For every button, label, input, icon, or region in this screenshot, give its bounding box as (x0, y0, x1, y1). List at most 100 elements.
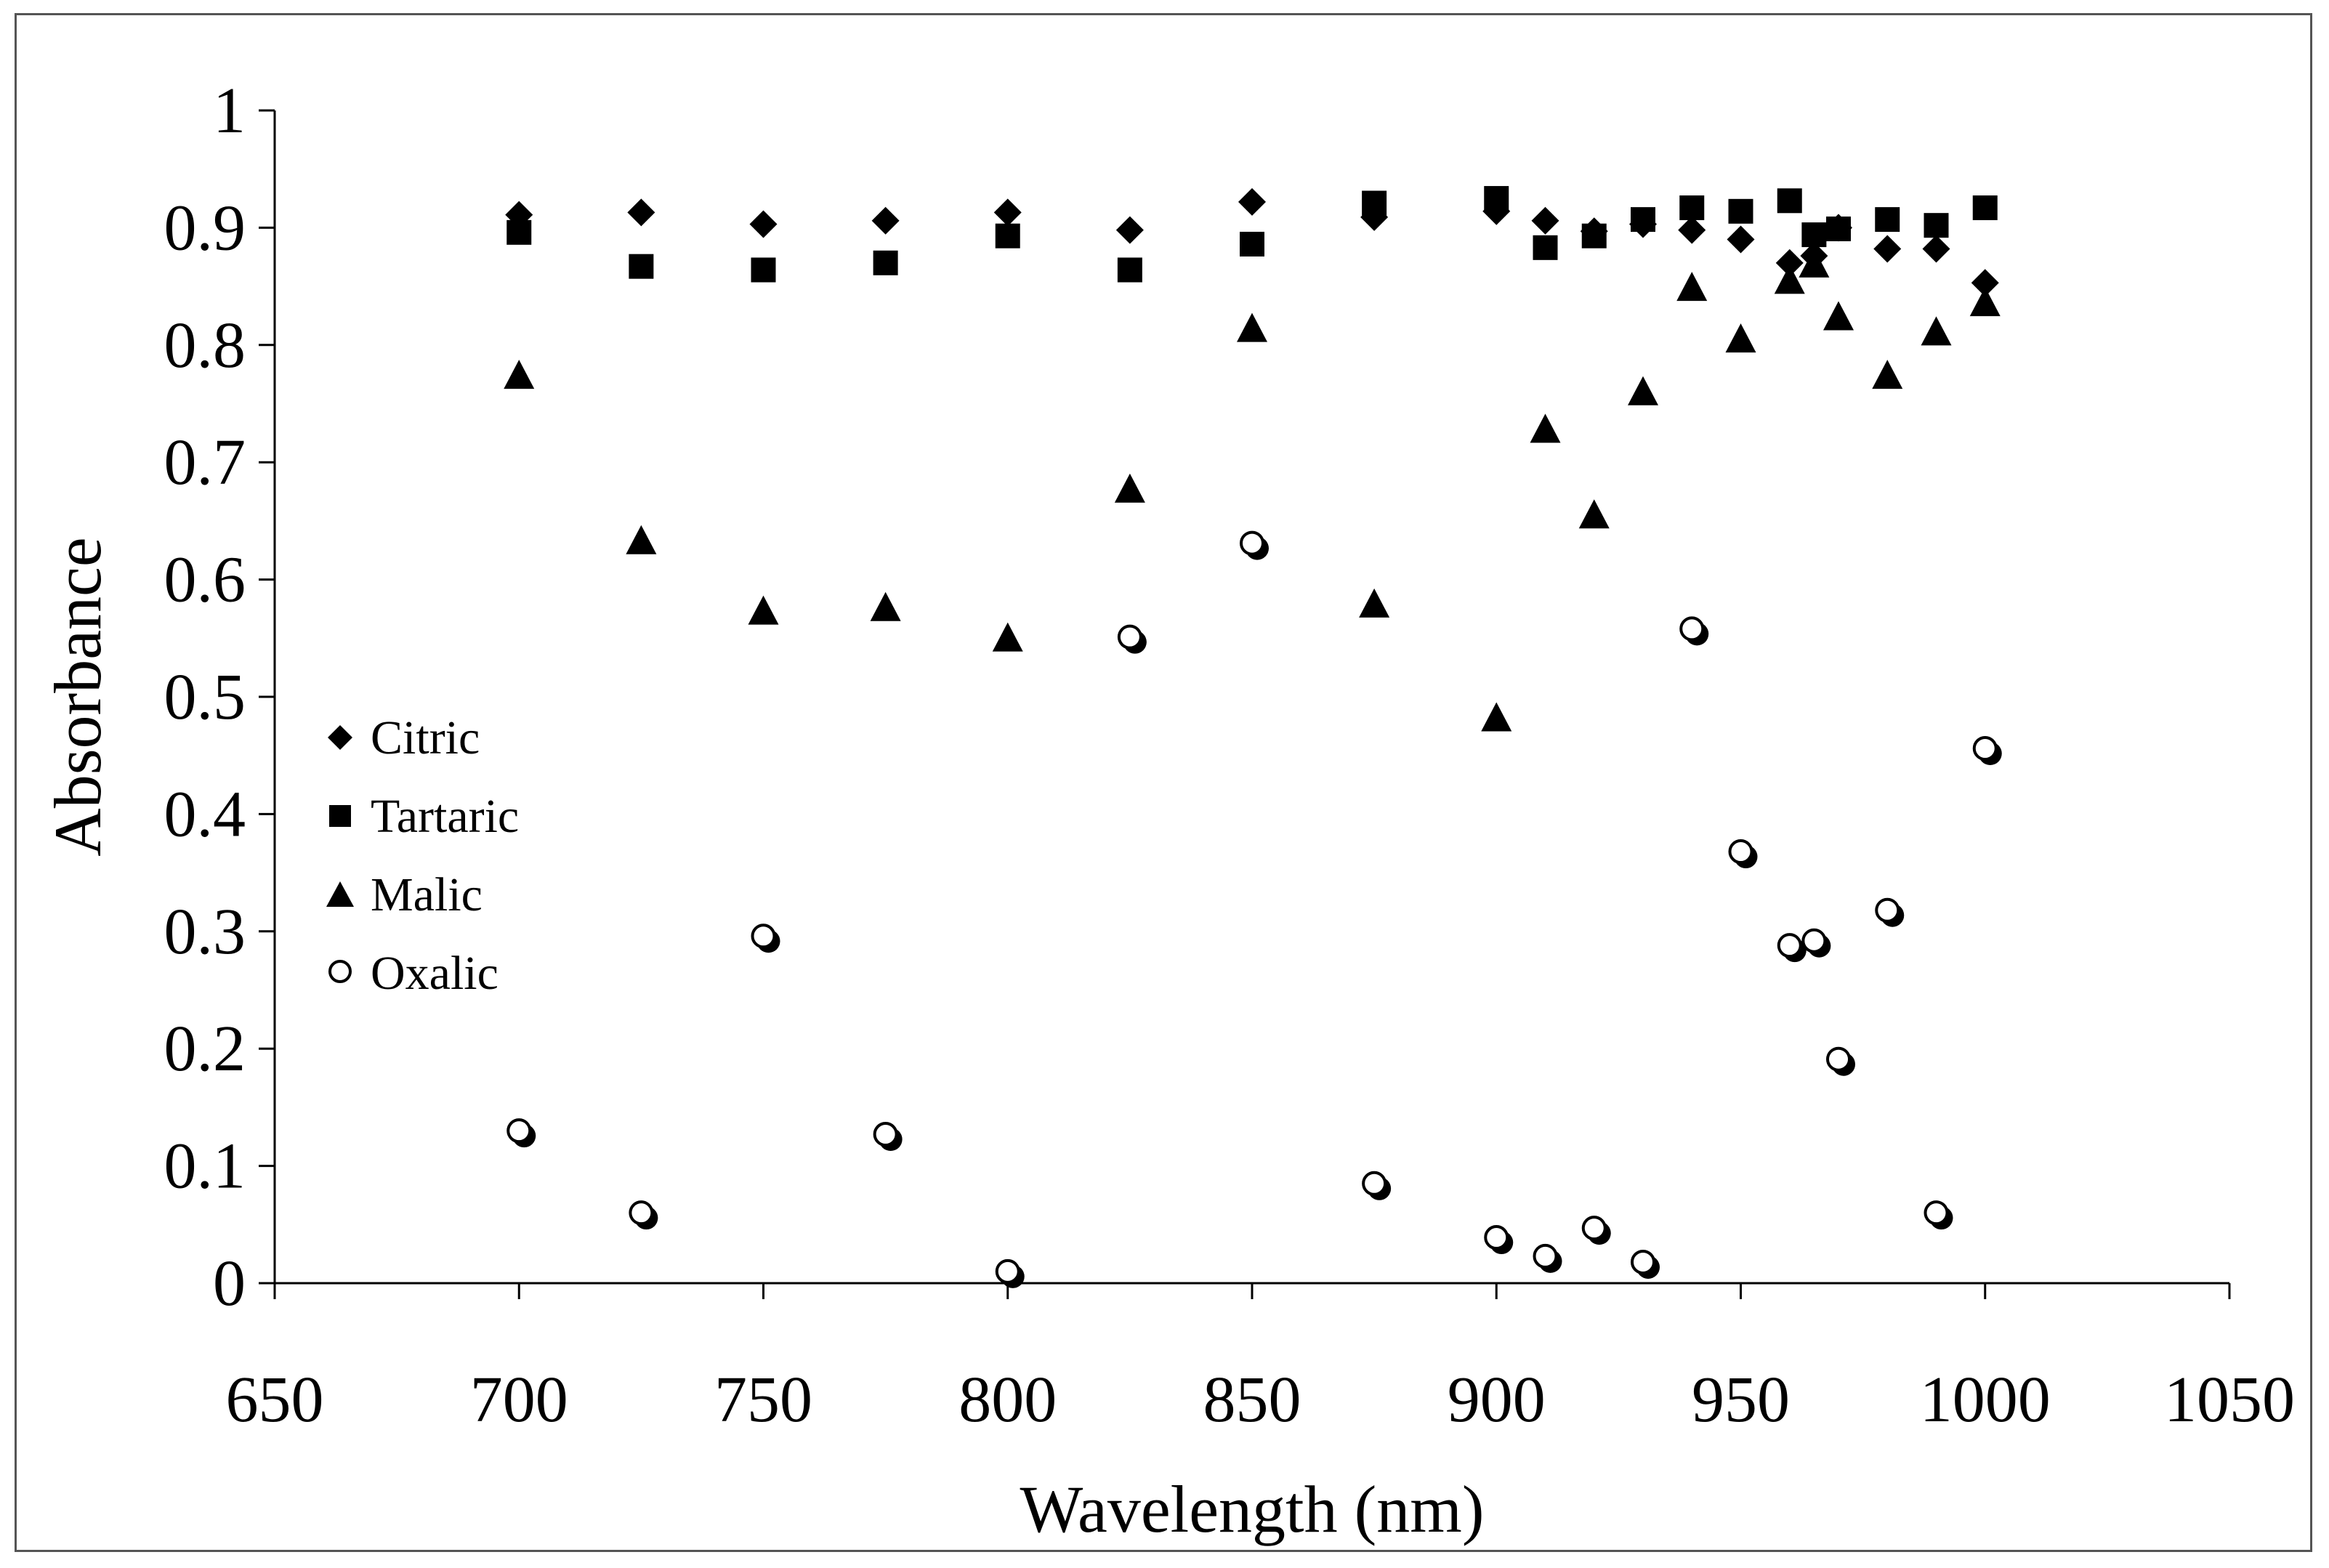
tartaric-point (1777, 188, 1802, 214)
oxalic-marker-ring (1924, 1200, 1949, 1226)
tartaric-point (873, 250, 898, 275)
malic-point (1114, 473, 1145, 503)
oxalic-point (1777, 933, 1807, 963)
axes: 0 0.1 0.2 0.3 0.4 0.5 0.6 0.7 0.8 0.9 1 650 700 750 80… (164, 75, 2296, 1436)
malic-point (1921, 316, 1952, 346)
oxalic-marker-ring (1679, 616, 1705, 642)
tartaric-point (1362, 190, 1387, 216)
citric-point (1238, 187, 1266, 216)
x-tick-label: 800 (958, 1364, 1057, 1436)
oxalic-point (1924, 1200, 1953, 1230)
tartaric-point (1240, 231, 1264, 256)
oxalic-point (1679, 616, 1709, 646)
malic-series (504, 248, 2001, 732)
x-tick-label: 750 (714, 1364, 812, 1436)
citric-point (993, 198, 1022, 227)
x-tick-label: 1050 (2164, 1364, 2295, 1436)
x-axis-title: Wavelength (nm) (1020, 1472, 1485, 1546)
oxalic-point (1362, 1171, 1392, 1200)
tartaric-point (1728, 198, 1753, 224)
y-tick-label: 1 (213, 75, 246, 147)
malic-point (748, 595, 779, 625)
legend-marker-malic (326, 881, 354, 907)
legend-marker-tartaric (329, 805, 351, 827)
tartaric-point (1484, 186, 1509, 211)
malic-point (1237, 312, 1267, 342)
oxalic-marker-ring (506, 1118, 532, 1144)
malic-point (1481, 702, 1512, 732)
y-tick-label: 0 (213, 1248, 246, 1320)
x-tick-label: 700 (470, 1364, 568, 1436)
tartaric-point (1117, 257, 1142, 283)
y-tick-label: 0.6 (164, 544, 246, 616)
legend-item-citric: Citric (328, 711, 480, 764)
malic-point (1969, 287, 2001, 317)
tartaric-point (1631, 207, 1655, 233)
oxalic-marker-ring (1801, 928, 1827, 953)
oxalic-marker-ring (1484, 1225, 1509, 1250)
legend-item-oxalic: Oxalic (328, 947, 499, 1000)
oxalic-point (1728, 839, 1758, 869)
oxalic-marker-ring (1631, 1249, 1655, 1274)
oxalic-point (1826, 1046, 1855, 1076)
oxalic-point (629, 1200, 658, 1230)
malic-point (1530, 413, 1561, 443)
legend-marker-oxalic (328, 960, 352, 983)
x-tick-label: 950 (1692, 1364, 1790, 1436)
oxalic-marker-ring (1875, 897, 1900, 923)
malic-point (1359, 588, 1390, 618)
oxalic-point (1484, 1225, 1514, 1255)
citric-point (627, 198, 655, 227)
tartaric-point (1581, 223, 1607, 248)
y-tick-label: 0.3 (164, 896, 246, 968)
citric-point (1115, 216, 1144, 244)
citric-point (1727, 225, 1755, 254)
oxalic-point (1533, 1243, 1562, 1273)
x-tick-label: 1000 (1920, 1364, 2051, 1436)
data-marks (504, 186, 2002, 1288)
tartaric-point (1875, 207, 1900, 233)
malic-point (1578, 499, 1610, 529)
malic-point (1799, 248, 1830, 278)
y-tick-label: 0.4 (164, 778, 246, 850)
malic-point (1774, 264, 1805, 294)
oxalic-marker-ring (751, 924, 776, 949)
oxalic-marker-ring (1533, 1243, 1558, 1269)
citric-point (1922, 235, 1950, 263)
tartaric-point (506, 219, 532, 245)
oxalic-marker-ring (873, 1122, 898, 1147)
malic-point (992, 622, 1023, 652)
y-tick-label: 0.7 (164, 427, 246, 498)
oxalic-marker-ring (1581, 1216, 1607, 1241)
oxalic-point (873, 1122, 903, 1152)
citric-point (1873, 235, 1902, 263)
malic-point (626, 525, 657, 554)
x-tick-label: 900 (1448, 1364, 1546, 1436)
x-tick-label: 850 (1203, 1364, 1301, 1436)
legend-item-malic: Malic (326, 868, 483, 921)
y-tick-label: 0.1 (164, 1131, 246, 1203)
y-tick-label: 0.5 (164, 661, 246, 733)
oxalic-marker-ring (995, 1258, 1020, 1284)
legend-marker-citric (328, 725, 352, 750)
oxalic-marker-ring (1728, 839, 1753, 865)
malic-point (1823, 301, 1854, 331)
oxalic-marker-ring (1362, 1171, 1387, 1196)
malic-point (1725, 323, 1756, 353)
malic-point (1676, 272, 1708, 302)
oxalic-point (995, 1258, 1025, 1288)
malic-point (1628, 376, 1658, 405)
tartaric-point (751, 257, 776, 283)
tartaric-point (1924, 213, 1949, 238)
y-tick-label: 0.8 (164, 310, 246, 381)
citric-point (1971, 269, 1999, 297)
tartaric-point (1533, 235, 1558, 260)
citric-point (1678, 216, 1706, 244)
oxalic-marker-ring (629, 1200, 654, 1226)
y-axis-title: Absorbance (41, 537, 115, 856)
y-tick-label: 0.2 (164, 1013, 246, 1085)
oxalic-point (751, 924, 780, 953)
tartaric-point (629, 254, 654, 279)
oxalic-series (506, 530, 2002, 1288)
